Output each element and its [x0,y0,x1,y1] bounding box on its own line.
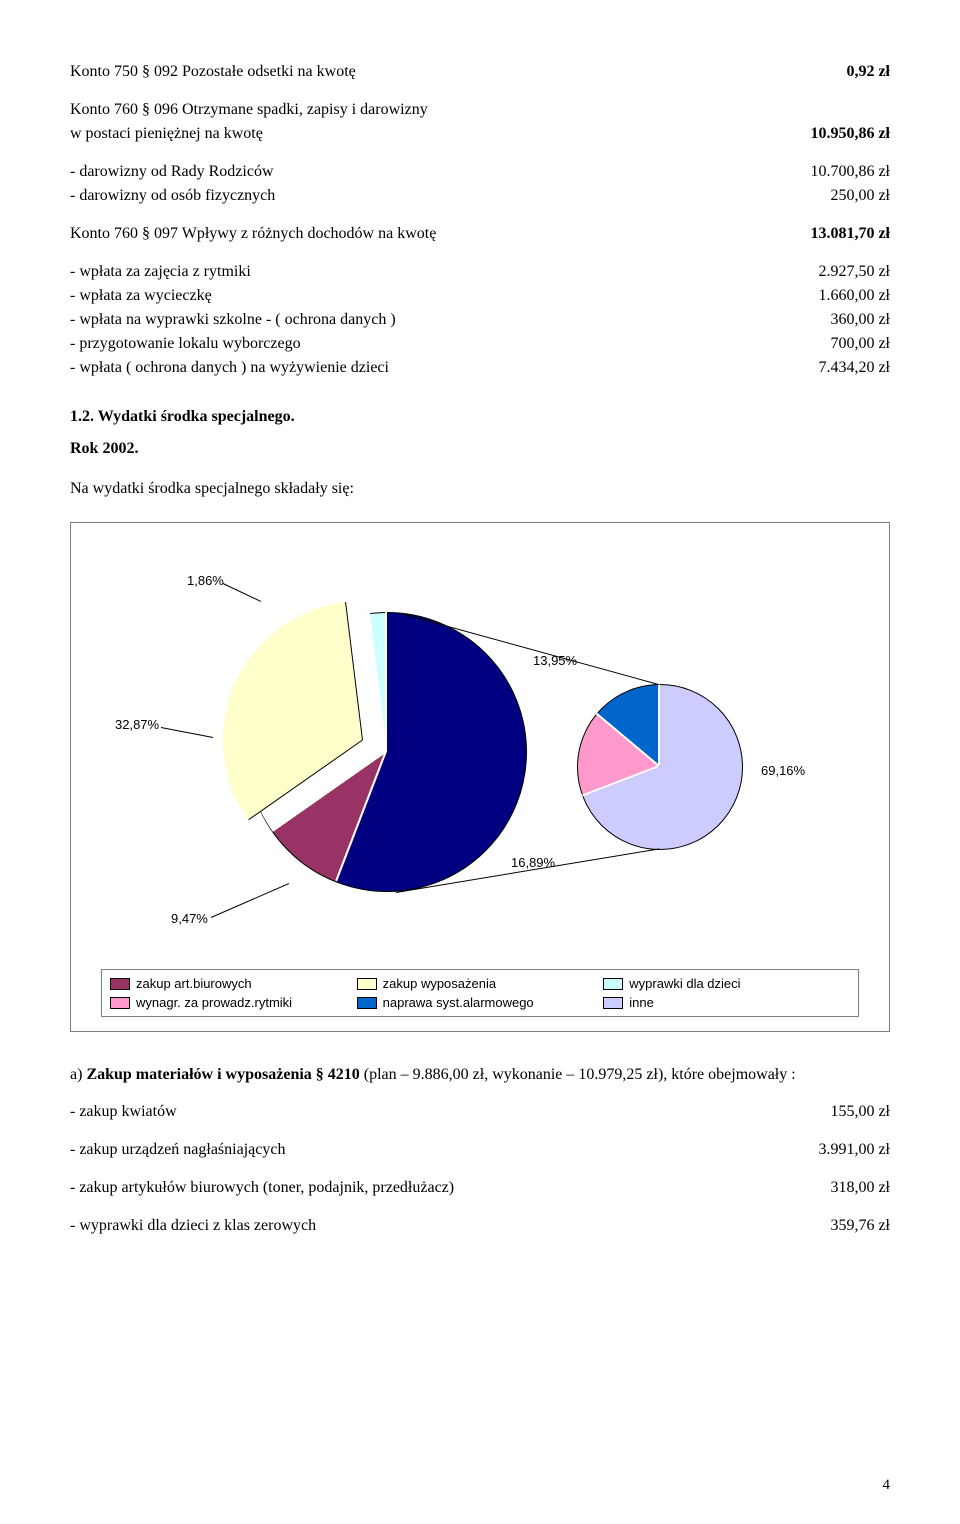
footer-label: - zakup urządzeń nagłaśniających [70,1138,798,1162]
legend-swatch [603,978,623,990]
footer-label: - wyprawki dla dzieci z klas zerowych [70,1214,810,1238]
legend-item: naprawa syst.alarmowego [357,993,604,1012]
amount: 700,00 zł [810,332,890,356]
line-konto-760-096-a: Konto 760 § 096 Otrzymane spadki, zapisy… [70,98,890,122]
amount: 13.081,70 zł [790,222,890,246]
footer-amount: 3.991,00 zł [798,1138,890,1162]
pct-label: 16,89% [511,855,555,870]
year-heading: Rok 2002. [70,440,890,458]
pct-label: 1,86% [187,573,224,588]
footer-line: - zakup kwiatów155,00 zł [70,1100,890,1124]
chart-legend: zakup art.biurowych zakup wyposażenia wypr… [101,969,859,1017]
item-a: a) Zakup materiałów i wyposażenia § 4210… [70,1066,890,1084]
amount: 2.927,50 zł [798,260,890,284]
line-lokal: - przygotowanie lokalu wyborczego 700,00… [70,332,890,356]
intro-text: Na wydatki środka specjalnego składały s… [70,480,890,498]
amount: 10.700,86 zł [790,160,890,184]
amount: 0,92 zł [826,60,890,84]
footer-label: - zakup kwiatów [70,1100,810,1124]
legend-swatch [357,978,377,990]
text: - wpłata za wycieczkę [70,284,798,308]
legend-swatch [603,997,623,1009]
legend-label: naprawa syst.alarmowego [383,995,534,1010]
section-heading: 1.2. Wydatki środka specjalnego. [70,408,890,426]
amount: 7.434,20 zł [798,356,890,380]
footer-amount: 155,00 zł [810,1100,890,1124]
line-konto-750: Konto 750 § 092 Pozostałe odsetki na kwo… [70,60,890,84]
legend-item: inne [603,993,850,1012]
item-a-bold: Zakup materiałów i wyposażenia § 4210 [86,1066,359,1083]
line-konto-760-096-b: w postaci pieniężnej na kwotę 10.950,86 … [70,122,890,146]
line-rytmika: - wpłata za zajęcia z rytmiki 2.927,50 z… [70,260,890,284]
line-wyprawki: - wpłata na wyprawki szkolne - ( ochrona… [70,308,890,332]
amount: 10.950,86 zł [790,122,890,146]
legend-label: wyprawki dla dzieci [629,976,740,991]
footer-amount: 359,76 zł [810,1214,890,1238]
line-darowizny-osoby: - darowizny od osób fizycznych 250,00 zł [70,184,890,208]
legend-item: zakup wyposażenia [357,974,604,993]
pct-label: 32,87% [115,717,159,732]
small-pie [577,684,743,850]
text: w postaci pieniężnej na kwotę [70,122,790,146]
item-a-rest: (plan – 9.886,00 zł, wykonanie – 10.979,… [360,1066,796,1083]
text: - wpłata na wyprawki szkolne - ( ochrona… [70,308,810,332]
chart-frame: 1,86% 32,87% 9,47% 13,95% 16,89% 69,16% … [70,522,890,1032]
line-darowizny-rada: - darowizny od Rady Rodziców 10.700,86 z… [70,160,890,184]
legend-item: zakup art.biurowych [110,974,357,993]
legend-label: wynagr. za prowadz.rytmiki [136,995,292,1010]
text: - darowizny od Rady Rodziców [70,160,790,184]
footer-amount: 318,00 zł [810,1176,890,1200]
legend-label: zakup wyposażenia [383,976,496,991]
amount: 1.660,00 zł [798,284,890,308]
legend-swatch [357,997,377,1009]
text: Konto 760 § 096 Otrzymane spadki, zapisy… [70,98,890,122]
line-wycieczka: - wpłata za wycieczkę 1.660,00 zł [70,284,890,308]
text: - wpłata za zajęcia z rytmiki [70,260,798,284]
text: - przygotowanie lokalu wyborczego [70,332,810,356]
footer-label: - zakup artykułów biurowych (toner, poda… [70,1176,810,1200]
legend-label: zakup art.biurowych [136,976,252,991]
amount: 250,00 zł [810,184,890,208]
page-number: 4 [883,1477,891,1494]
footer-list: - zakup kwiatów155,00 zł - zakup urządzeń… [70,1100,890,1238]
legend-item: wyprawki dla dzieci [603,974,850,993]
legend-item: wynagr. za prowadz.rytmiki [110,993,357,1012]
text: Konto 760 § 097 Wpływy z różnych dochodó… [70,222,790,246]
pct-label: 69,16% [761,763,805,778]
text: Konto 750 § 092 Pozostałe odsetki na kwo… [70,60,826,84]
text: - wpłata ( ochrona danych ) na wyżywieni… [70,356,798,380]
legend-label: inne [629,995,654,1010]
line-wyzywienie: - wpłata ( ochrona danych ) na wyżywieni… [70,356,890,380]
line-konto-760-097: Konto 760 § 097 Wpływy z różnych dochodó… [70,222,890,246]
footer-line: - zakup artykułów biurowych (toner, poda… [70,1176,890,1200]
amount: 360,00 zł [810,308,890,332]
chart-area: 1,86% 32,87% 9,47% 13,95% 16,89% 69,16% [101,541,859,961]
footer-line: - wyprawki dla dzieci z klas zerowych359… [70,1214,890,1238]
text: - darowizny od osób fizycznych [70,184,810,208]
pct-label: 9,47% [171,911,208,926]
legend-swatch [110,997,130,1009]
letter: a) [70,1066,82,1083]
footer-line: - zakup urządzeń nagłaśniających3.991,00… [70,1138,890,1162]
legend-swatch [110,978,130,990]
